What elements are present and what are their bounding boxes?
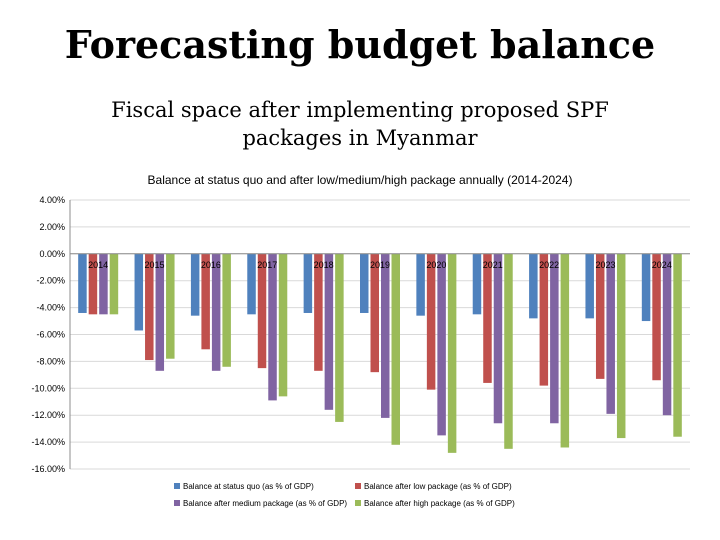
legend-swatch [355,483,361,489]
bar [529,253,538,319]
chart-title: Balance at status quo and after low/medi… [148,173,573,187]
bar [641,253,651,322]
bar [134,253,144,331]
y-tick-label: -10.00% [31,383,65,393]
bar [314,253,323,371]
bar [447,253,457,453]
bar [99,253,108,315]
y-axis: 4.00% 2.00% 0.00% -2.00% -4.00% -6.00% -8.00% -… [31,195,71,474]
bar [324,253,334,410]
bar [652,253,661,381]
bar [673,253,682,437]
bar [222,253,231,367]
bar [595,253,605,379]
legend-label: Balance after medium package (as % of GD… [183,499,347,508]
x-tick-label: 2018 [314,260,334,270]
legend-label: Balance after low package (as % of GDP) [364,482,512,491]
bar [166,253,175,359]
x-tick-label: 2020 [426,260,446,270]
x-tick-label: 2024 [652,260,672,270]
y-tick-label: -4.00% [36,303,65,313]
bar [381,253,390,418]
y-tick-label: -6.00% [36,330,65,340]
y-tick-label: 4.00% [39,195,65,205]
bar [145,253,154,361]
bar [560,253,570,448]
legend-label: Balance after high package (as % of GDP) [364,499,515,508]
y-tick-label: 2.00% [39,222,65,232]
x-tick-label: 2017 [257,260,277,270]
x-tick-label: 2014 [88,260,108,270]
bar [303,253,313,313]
bar [504,253,513,449]
bar [437,253,446,436]
bar [493,253,503,424]
bar [155,253,165,371]
legend-swatch [355,500,361,506]
y-tick-label: -2.00% [36,276,65,286]
bar [88,253,98,315]
x-tick-label: 2023 [595,260,615,270]
bar [268,253,277,401]
bar [426,253,436,390]
bar [539,253,549,386]
bar [483,253,492,383]
page-subtitle: Fiscal space after implementing proposed… [111,98,609,150]
bar [606,253,615,414]
bars [78,253,682,453]
bar [201,253,210,350]
page-title: Forecasting budget balance [64,22,656,67]
legend: Balance at status quo (as % of GDP) Balan… [174,482,515,508]
legend-swatch [174,500,180,506]
y-tick-label: -16.00% [31,464,65,474]
bar [416,253,425,316]
x-tick-label: 2015 [145,260,165,270]
x-tick-label: 2022 [539,260,559,270]
bar [616,253,626,439]
bar [190,253,200,316]
bar [278,253,288,397]
bar [550,253,559,424]
x-tick-label: 2021 [483,260,503,270]
bar [662,253,672,416]
bar [78,253,87,313]
y-tick-label: -8.00% [36,356,65,366]
bar [109,253,119,315]
bar [585,253,594,319]
bar [211,253,221,371]
legend-swatch [174,483,180,489]
bar [370,253,379,373]
bar [335,253,344,422]
x-tick-label: 2016 [201,260,221,270]
bar [247,253,256,315]
bar [360,253,369,313]
y-tick-label: -14.00% [31,437,65,447]
y-tick-label: -12.00% [31,410,65,420]
bar [257,253,267,369]
bar [391,253,400,445]
bar [472,253,482,315]
legend-label: Balance at status quo (as % of GDP) [183,482,314,491]
y-tick-label: 0.00% [39,249,65,259]
x-tick-label: 2019 [370,260,390,270]
x-axis: 2014 2015 2016 2017 2018 2019 2020 2021 2022 2023… [70,253,690,270]
